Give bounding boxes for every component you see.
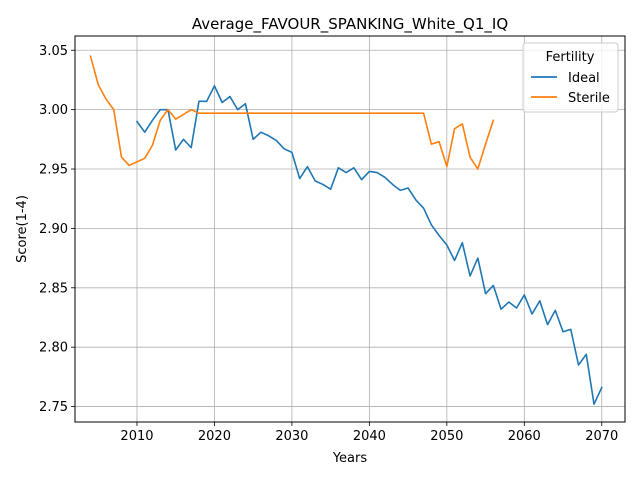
x-tick-label: 2010 — [120, 429, 153, 444]
y-axis: 2.75 2.80 2.85 2.90 2.95 3.00 3.05 — [39, 44, 75, 415]
x-tick-label: 2020 — [198, 429, 231, 444]
y-tick-label: 2.90 — [39, 222, 68, 237]
legend: Fertility Ideal Sterile — [522, 42, 619, 113]
series-line-ideal — [135, 85, 603, 405]
y-tick-label: 2.80 — [39, 341, 68, 356]
grid — [75, 36, 625, 422]
x-tick-label: 2060 — [508, 429, 541, 444]
y-tick-label: 3.05 — [39, 44, 68, 59]
x-axis-label: Years — [332, 451, 368, 466]
y-axis-label: Score(1-4) — [15, 195, 30, 263]
y-tick-label: 2.95 — [39, 163, 68, 178]
x-axis: 2010 2020 2030 2040 2050 2060 2070 — [120, 422, 618, 444]
plot-area-frame — [74, 35, 626, 423]
y-tick-label: 2.85 — [39, 281, 68, 296]
y-tick-label: 2.75 — [39, 400, 68, 415]
legend-title: Fertility — [546, 50, 595, 65]
legend-label-sterile: Sterile — [568, 91, 610, 106]
x-tick-label: 2050 — [430, 429, 463, 444]
chart-title: Average_FAVOUR_SPANKING_White_Q1_IQ — [192, 15, 508, 34]
legend-label-ideal: Ideal — [568, 71, 600, 86]
x-tick-label: 2040 — [353, 429, 386, 444]
x-tick-label: 2030 — [275, 429, 308, 444]
series-lines — [89, 55, 603, 405]
x-tick-label: 2070 — [585, 429, 618, 444]
series-line-sterile — [89, 55, 495, 170]
y-tick-label: 3.00 — [39, 103, 68, 118]
legend-box — [522, 42, 619, 113]
